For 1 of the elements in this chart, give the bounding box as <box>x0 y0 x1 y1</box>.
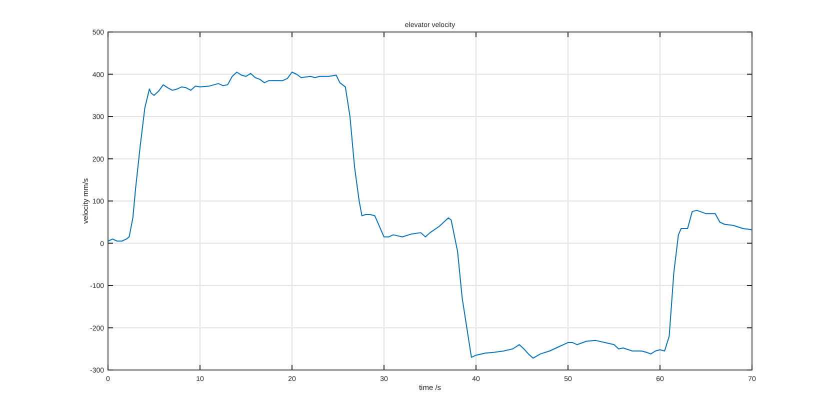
line-series <box>108 72 752 359</box>
